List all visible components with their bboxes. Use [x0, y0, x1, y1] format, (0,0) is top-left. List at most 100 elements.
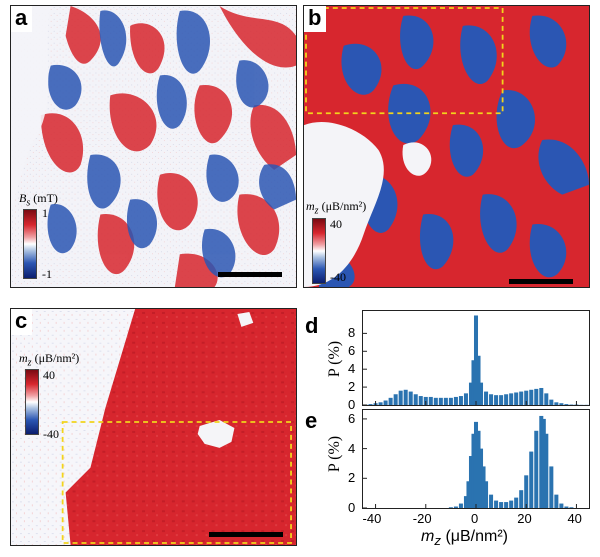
panel-a-colorbar-min: -1 — [42, 267, 52, 281]
histogram-bar — [539, 387, 544, 405]
histogram-bar — [479, 448, 484, 508]
x-tick-label: 20 — [517, 511, 532, 526]
histogram-bar — [453, 396, 458, 405]
histogram-bar — [393, 394, 398, 405]
panel-c-label: c — [11, 309, 33, 335]
histogram-bar — [514, 497, 519, 508]
panel-c-scale-bar — [209, 532, 283, 537]
histogram-bar — [413, 394, 418, 405]
histogram-bar — [479, 382, 484, 405]
histogram-bar — [476, 355, 481, 405]
histogram-bar — [458, 503, 463, 508]
histogram-bar — [509, 393, 514, 405]
panel-c-map: c mz (μB/nm²) 40 -40 — [10, 308, 297, 546]
histogram-bar — [519, 490, 524, 508]
x-axis-symbol: m — [421, 528, 435, 545]
histogram-bar — [534, 430, 539, 508]
y-tick-label: 8 — [348, 325, 356, 341]
colorbar-symbol: m — [306, 199, 315, 213]
histogram-bar — [398, 390, 403, 405]
histogram-bar — [448, 507, 453, 508]
panel-d-ylabel: P (%) — [326, 340, 343, 378]
x-axis-label: mz (μB/nm²) — [421, 528, 508, 548]
histogram-bar — [529, 389, 534, 405]
y-tick-label: 2 — [348, 470, 356, 486]
histogram-bar — [448, 397, 453, 405]
histogram-bar — [564, 404, 569, 405]
histogram-bar — [484, 481, 489, 508]
panel-c-magnetization-map — [11, 309, 296, 545]
histogram-bar — [468, 382, 473, 405]
histogram-bar — [554, 402, 559, 405]
histogram-bar — [494, 395, 499, 405]
histogram-bar — [499, 395, 504, 405]
colorbar-subscript: z — [27, 357, 32, 369]
x-tick-label: -20 — [412, 511, 432, 526]
panel-b-map: b mz (μB/nm²) 40 -40 — [303, 5, 590, 288]
colorbar-symbol: m — [19, 351, 28, 365]
histogram-bar — [368, 404, 373, 405]
x-axis-unit: (μB/nm²) — [441, 528, 508, 545]
histogram-bar — [423, 396, 428, 405]
histogram-bar — [524, 475, 529, 508]
histogram-bar — [438, 397, 443, 405]
histogram-bar — [428, 396, 433, 405]
histogram-bar — [539, 415, 544, 508]
panel-d-plot — [362, 310, 590, 406]
x-tick-label: 0 — [471, 511, 479, 526]
histogram-bar — [473, 315, 479, 405]
histogram-bar — [408, 391, 413, 405]
histogram-bar — [544, 433, 549, 508]
histogram-bar — [383, 400, 388, 405]
histogram-bar — [471, 360, 476, 405]
panel-c-highlight-box — [61, 421, 292, 544]
panel-a-colorbar — [23, 209, 37, 279]
panel-e-ylabel: P (%) — [326, 435, 343, 473]
panel-e-plot — [362, 409, 590, 509]
histogram-bar — [504, 502, 509, 508]
panel-b-colorbar-title: mz (μB/nm²) — [306, 199, 366, 216]
histogram-bar — [509, 500, 514, 508]
y-tick-label: 0 — [348, 500, 356, 515]
histogram-bar — [549, 399, 554, 405]
histogram-bar — [453, 506, 458, 508]
histogram-bar — [541, 418, 546, 508]
panel-a-label: a — [11, 6, 33, 32]
histogram-bar — [549, 466, 554, 508]
panel-c-colorbar-title: mz (μB/nm²) — [19, 351, 79, 368]
histogram-bar — [534, 388, 539, 405]
panel-b-label: b — [304, 6, 327, 32]
histogram-bar — [463, 393, 468, 405]
histogram-bar — [476, 430, 481, 508]
colorbar-subscript: s — [26, 197, 31, 209]
histogram-bar — [466, 481, 471, 508]
colorbar-unit: (μB/nm²) — [318, 199, 367, 213]
histogram-bar — [569, 507, 574, 508]
x-tick-label: 40 — [567, 511, 582, 526]
panel-c-colorbar — [25, 369, 39, 435]
histogram-bar — [473, 421, 479, 508]
histogram-bar — [554, 494, 559, 508]
panel-b-highlight-box — [305, 7, 504, 115]
panel-b-colorbar — [312, 218, 326, 284]
histogram-bar — [468, 456, 473, 508]
histogram-bar — [504, 394, 509, 405]
histogram-bar — [443, 397, 448, 405]
histogram-bar — [489, 394, 494, 405]
panel-b-scale-bar — [509, 279, 573, 284]
panel-e-histogram — [363, 415, 577, 509]
panel-a-map: a Bs (mT) 1 -1 — [10, 5, 297, 288]
histogram-bar — [471, 433, 476, 508]
y-tick-label: 0 — [348, 397, 356, 412]
histogram-bar — [458, 396, 463, 405]
histogram-bar — [481, 466, 486, 508]
histogram-bar — [494, 500, 499, 508]
histogram-bar — [403, 389, 408, 405]
y-tick-label: 4 — [348, 361, 356, 377]
panel-b-colorbar-max: 40 — [330, 217, 342, 231]
panel-a-field-map — [11, 6, 296, 287]
histogram-bar — [519, 391, 524, 405]
histogram-bar — [418, 396, 423, 405]
panel-b-magnetization-map — [304, 6, 589, 287]
panel-c-colorbar-max: 40 — [43, 368, 55, 382]
